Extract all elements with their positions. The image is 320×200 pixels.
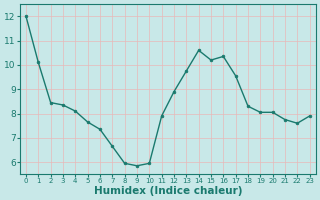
X-axis label: Humidex (Indice chaleur): Humidex (Indice chaleur) bbox=[93, 186, 242, 196]
